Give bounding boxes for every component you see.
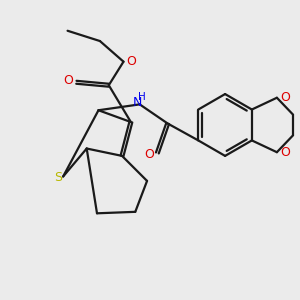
Text: S: S <box>54 172 62 184</box>
Text: O: O <box>280 146 290 159</box>
Text: N: N <box>133 96 142 110</box>
Text: O: O <box>126 55 136 68</box>
Text: O: O <box>63 74 73 87</box>
Text: H: H <box>138 92 146 102</box>
Text: O: O <box>280 91 290 103</box>
Text: O: O <box>144 148 154 161</box>
